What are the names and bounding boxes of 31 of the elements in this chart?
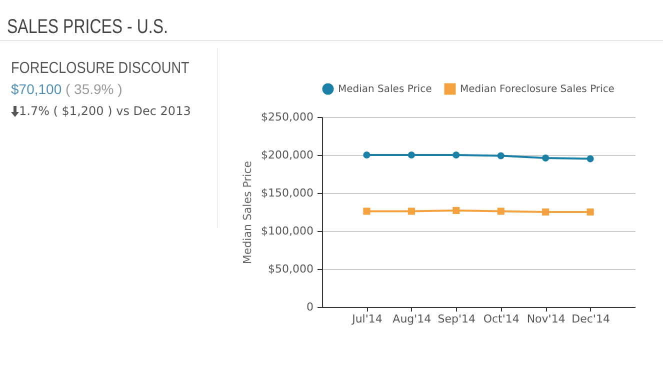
point (586, 208, 594, 216)
y-tick-label: $200,000 (261, 148, 314, 162)
point (497, 208, 504, 215)
y-axis-title: Median Sales Price (241, 160, 254, 264)
legend-label: Median Sales Price (338, 84, 432, 95)
x-tick-label: Sep'14 (438, 312, 476, 326)
point (586, 155, 594, 162)
y-tick-label: $100,000 (261, 224, 314, 238)
point (452, 206, 460, 214)
y-tick-label: $50,000 (268, 262, 314, 276)
point (408, 151, 415, 159)
point (452, 151, 460, 159)
point (542, 208, 550, 216)
y-tick-label: 0 (306, 300, 314, 314)
legend-label: Median Foreclosure Sales Price (460, 84, 614, 95)
text: $70,100 ( 35.9% ) (11, 81, 124, 97)
y-tick-label: $150,000 (261, 186, 314, 200)
text: FORECLOSURE DISCOUNT (11, 60, 190, 78)
point (363, 208, 370, 215)
x-tick-label: Jul'14 (351, 312, 382, 326)
point (497, 152, 504, 160)
point (408, 208, 415, 215)
x-tick-label: Dec'14 (572, 312, 610, 326)
text: SALES PRICES - U.S. (7, 16, 168, 39)
point (363, 151, 370, 159)
x-tick-label: Oct'14 (483, 312, 520, 326)
y-tick-label: $250,000 (261, 110, 314, 124)
point (542, 154, 550, 162)
x-tick-label: Aug'14 (392, 312, 432, 326)
x-tick-label: Nov'14 (526, 312, 566, 326)
text: 1.7% ( $1,200 ) vs Dec 2013 (19, 104, 191, 118)
